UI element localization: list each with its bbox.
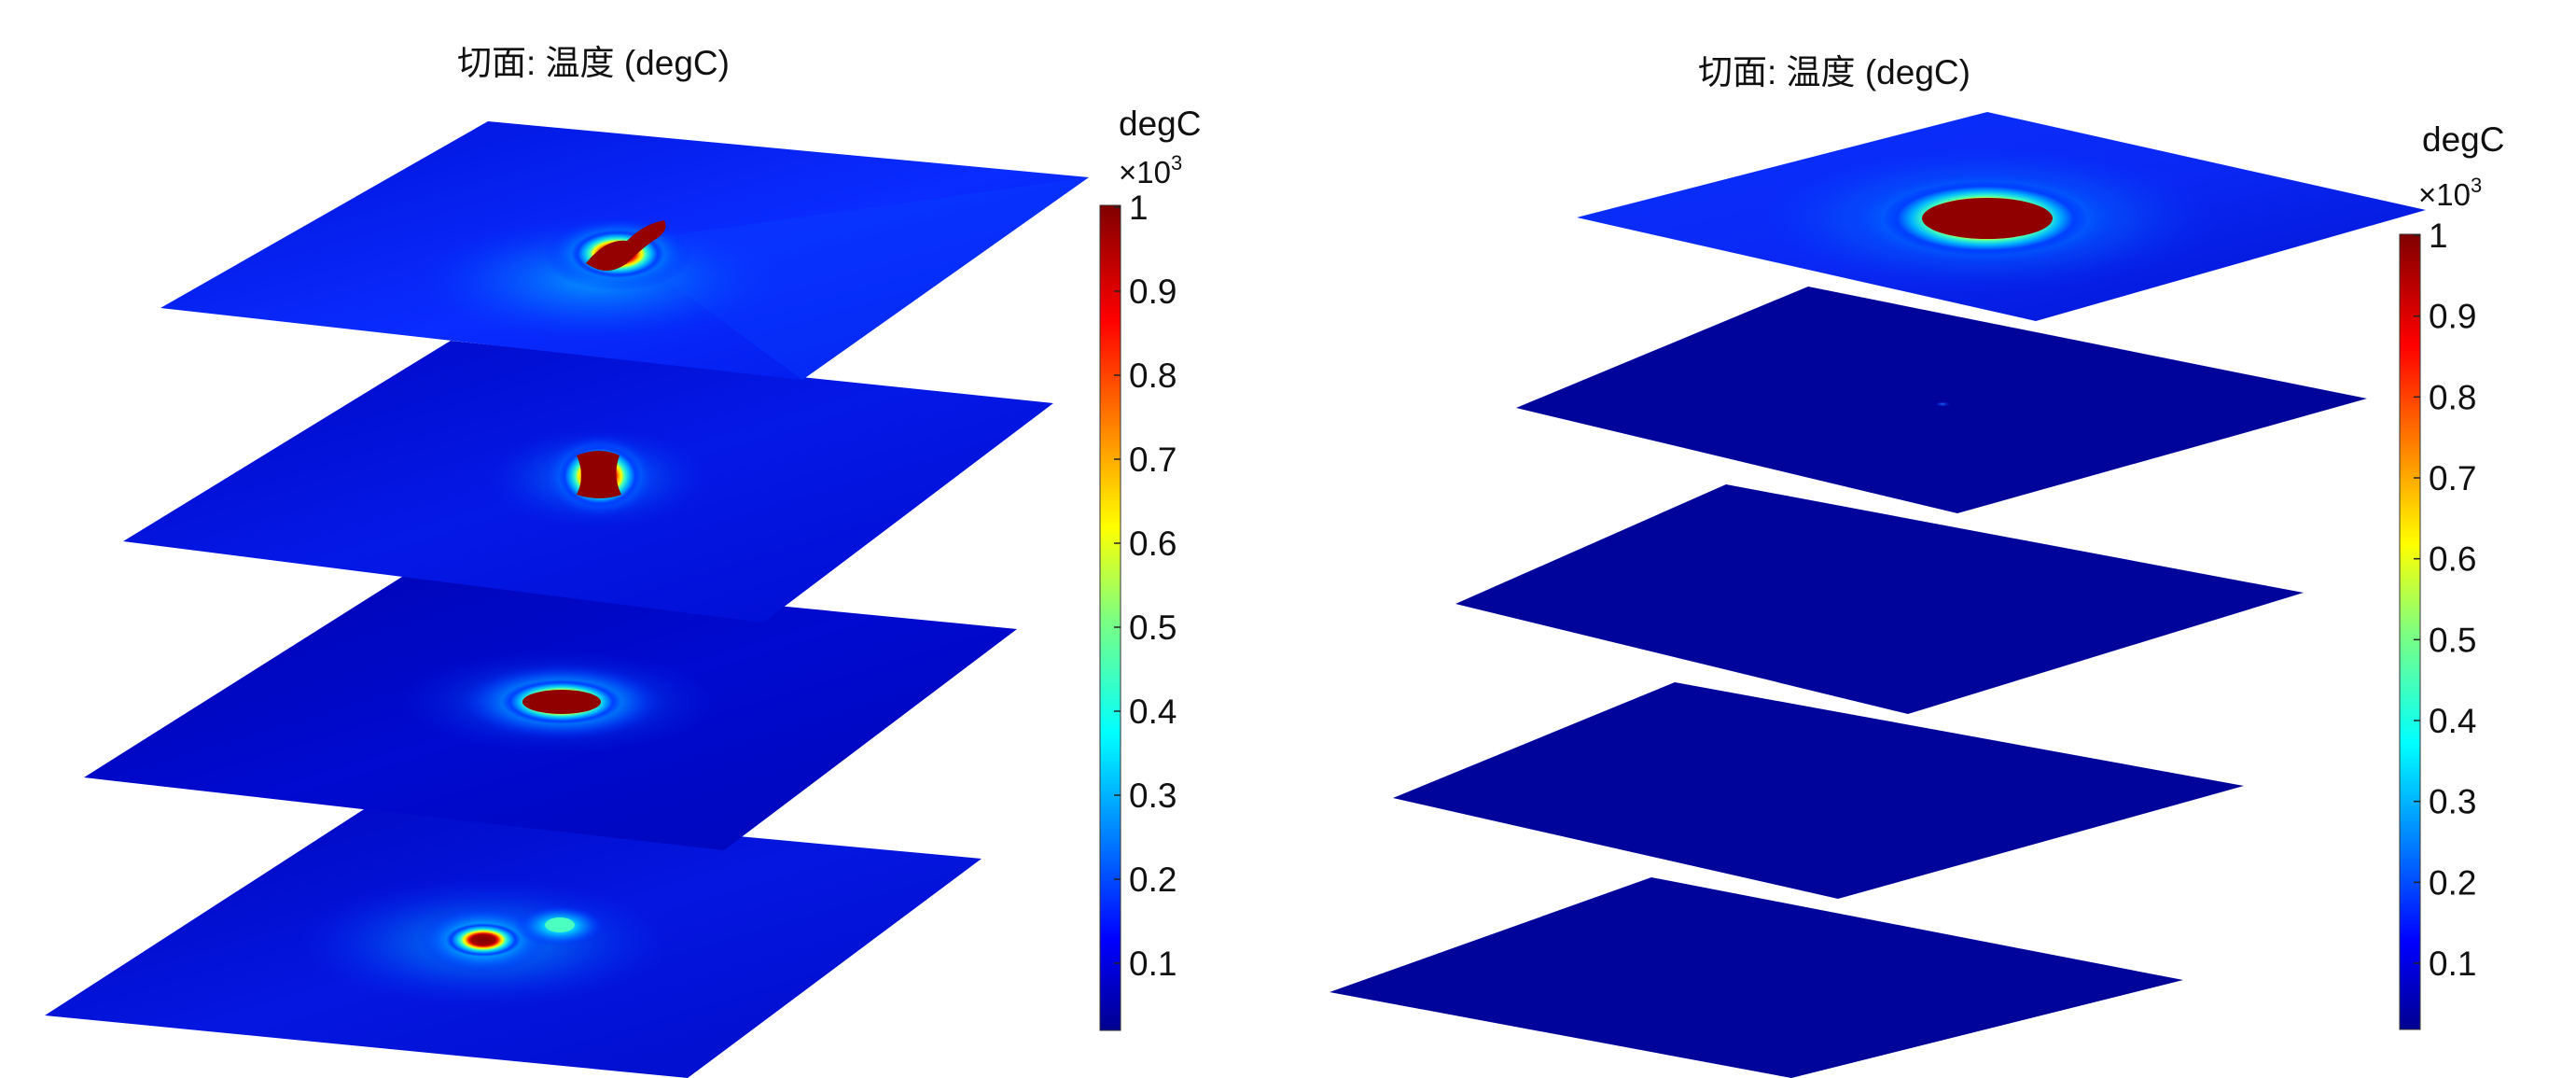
colorbar-tick-label: 0.4 [2429,702,2476,740]
colorbar-scale-prefix: ×10 [2418,177,2471,212]
colorbar-unit: degC [1119,105,1201,143]
slice-plane-5 [1330,877,2183,1078]
panel-title: 切面: 温度 (degC) [457,44,730,82]
left-panel: 切面: 温度 (degC) [45,44,1201,1078]
colorbar-tick-label: 0.4 [1129,693,1177,731]
colorbar-tick-label: 0.7 [1129,441,1177,479]
colorbar-gradient [1099,204,1121,1031]
slice-plane-1 [160,121,1089,380]
colorbar-tick-label: 0.2 [2429,863,2476,902]
slice-plane-2 [1516,287,2367,513]
colorbar-unit: degC [2422,120,2504,159]
colorbar-tick-label: 0.9 [1129,273,1177,311]
slice-plane-4 [1393,682,2244,899]
slice-plane-3 [1455,484,2304,714]
colorbar-tick-label: 0.8 [1129,357,1177,395]
colorbar-tick-label: 0.1 [2429,945,2476,983]
colorbar-tick-label: 0.9 [2429,298,2476,336]
slice-plane-4 [45,803,982,1078]
slice-plane-3 [84,570,1017,850]
colorbar-scale-prefix: ×10 [1119,155,1171,189]
colorbar: degC ×103 1 0.9 0.8 0.7 0.6 0.5 0.4 0.3 0.2 0.1 [2399,120,2504,1030]
right-panel: 切面: 温度 (degC) [1330,53,2504,1078]
colorbar-tick-label: 0.5 [2429,621,2476,659]
slice-plane-1 [1577,112,2426,321]
colorbar-ticks: 1 0.9 0.8 0.7 0.6 0.5 0.4 0.3 0.2 0.1 [2414,217,2476,983]
colorbar-tick-label: 0.1 [1129,945,1177,983]
colorbar-tick-label: 0.6 [1129,525,1177,563]
slice-stack [45,121,1089,1078]
colorbar-tick-label: 0.7 [2429,459,2476,497]
colorbar: degC ×103 1 0.9 0.8 0.7 0.6 0.5 0.4 0.3 0.2 0.1 [1099,105,1201,1031]
panel-title: 切面: 温度 (degC) [1698,53,1970,91]
colorbar-ticks: 1 0.9 0.8 0.7 0.6 0.5 0.4 0.3 0.2 0.1 [1114,189,1177,983]
colorbar-scale: ×103 [2418,174,2482,212]
colorbar-tick-label: 0.5 [1129,609,1177,647]
colorbar-scale-exponent: 3 [1171,151,1182,175]
colorbar-tick-label: 0.3 [2429,783,2476,821]
colorbar-tick-label: 0.6 [2429,540,2476,579]
colorbar-tick-label: 0.8 [2429,378,2476,416]
slice-plane-2 [123,341,1053,623]
colorbar-gradient [2399,233,2421,1030]
colorbar-tick-label: 0.2 [1129,861,1177,899]
colorbar-scale: ×103 [1119,151,1182,189]
slice-stack [1330,112,2426,1078]
colorbar-tick-label: 1 [1129,189,1149,227]
colorbar-tick-label: 1 [2429,217,2448,255]
colorbar-tick-label: 0.3 [1129,777,1177,815]
colorbar-scale-exponent: 3 [2471,174,2482,197]
